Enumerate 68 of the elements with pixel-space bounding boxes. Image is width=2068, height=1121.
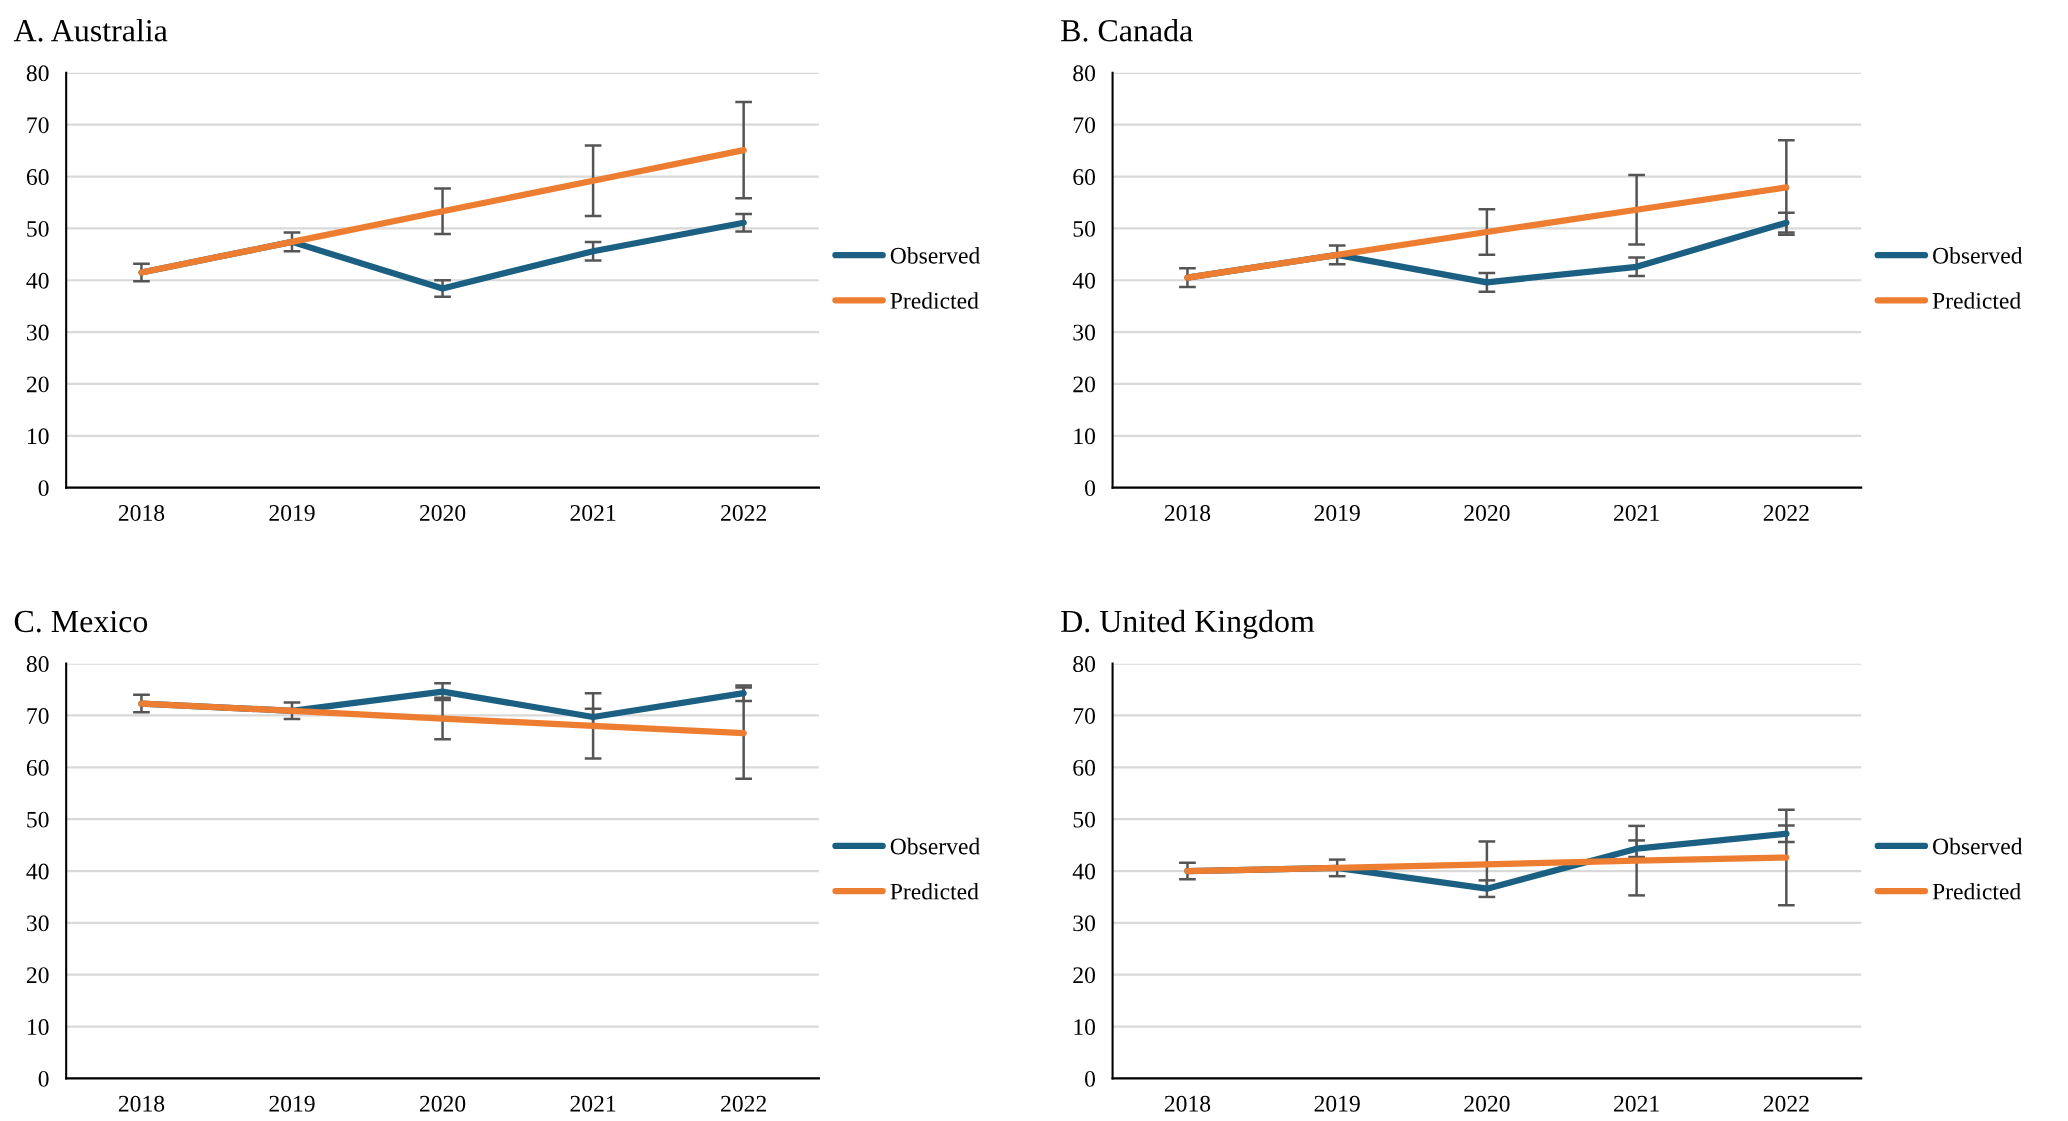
legend-label: Observed [890,837,980,855]
x-tick-label: 2022 [721,504,766,521]
chart-title: C. Mexico [14,610,148,633]
x-tick-label: 2019 [1314,1095,1360,1112]
y-tick-label: 0 [38,1070,49,1087]
x-tick-label: 2020 [419,1095,466,1112]
x-tick-label: 2021 [570,1095,616,1112]
x-tick-label: 2018 [1164,1095,1211,1112]
x-tick-label: 2022 [1763,1095,1809,1112]
y-tick-label: 40 [26,863,49,880]
y-tick-label: 80 [26,656,49,673]
y-tick-label: 20 [26,967,49,984]
y-tick-label: 70 [27,117,49,134]
y-tick-label: 30 [27,324,49,341]
y-tick-label: 60 [26,169,49,185]
legend-label: Predicted [1932,292,2021,309]
y-tick-label: 0 [1085,480,1096,497]
y-tick-label: 60 [1073,169,1096,185]
y-tick-label: 10 [1074,1019,1096,1035]
y-tick-label: 40 [1072,863,1096,880]
x-tick-label: 2019 [1314,504,1360,521]
x-tick-label: 2022 [1763,504,1809,521]
legend-label: Predicted [890,882,979,900]
chart-title: A. Australia [13,19,168,42]
y-tick-label: 30 [27,915,49,932]
x-tick-label: 2019 [269,504,315,521]
y-tick-label: 0 [38,480,49,497]
y-tick-label: 70 [1073,117,1096,134]
y-tick-label: 30 [1073,915,1096,932]
x-tick-label: 2021 [1614,1095,1659,1112]
x-tick-label: 2020 [419,504,466,521]
x-tick-label: 2020 [1464,504,1510,521]
y-tick-label: 10 [1074,428,1096,445]
x-tick-label: 2022 [721,1095,766,1112]
x-tick-label: 2018 [118,1095,165,1112]
y-tick-label: 40 [1072,272,1096,289]
legend-label: Predicted [1932,882,2021,900]
y-tick-label: 20 [26,376,49,393]
y-tick-label: 20 [1073,967,1096,984]
x-tick-label: 2019 [269,1095,315,1112]
y-tick-label: 20 [1073,376,1096,393]
chart-title: B. Canada [1061,19,1193,42]
x-tick-label: 2020 [1464,1095,1510,1112]
y-tick-label: 50 [1073,220,1096,237]
y-tick-label: 60 [1073,759,1096,776]
y-tick-label: 40 [26,272,49,289]
y-tick-label: 80 [1073,65,1096,82]
x-tick-label: 2021 [1614,504,1659,521]
x-tick-label: 2018 [118,504,165,521]
legend-label: Observed [1933,837,2023,855]
y-tick-label: 10 [27,428,49,445]
y-tick-label: 30 [1073,324,1096,341]
y-tick-label: 50 [27,811,49,828]
y-tick-label: 50 [27,220,49,237]
y-tick-label: 80 [26,65,49,82]
legend-label: Observed [890,247,980,264]
legend-label: Predicted [890,292,979,309]
y-tick-label: 80 [1073,656,1096,673]
y-tick-label: 70 [27,707,49,724]
y-tick-label: 70 [1073,707,1096,724]
chart-title: D. United Kingdom [1061,609,1315,639]
x-tick-label: 2018 [1164,504,1211,521]
x-tick-label: 2021 [570,504,616,521]
legend-label: Observed [1933,247,2023,264]
y-tick-label: 0 [1085,1070,1096,1087]
y-tick-label: 60 [26,759,49,776]
y-tick-label: 50 [1073,811,1096,828]
y-tick-label: 10 [27,1019,49,1035]
